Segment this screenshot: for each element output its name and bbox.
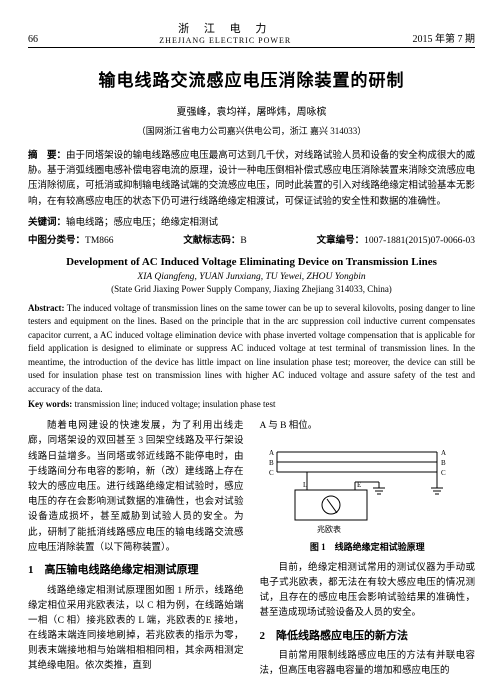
doc-code-label: 文献标志码： [183, 236, 240, 246]
doc-code-block: 文献标志码：B [183, 232, 246, 246]
authors-cn: 夏强峰，袁均祥，屠晔炜，周咏槟 [28, 103, 475, 118]
abstract-en-label: Abstract: [28, 303, 65, 313]
article-title-en: Development of AC Induced Voltage Elimin… [28, 256, 475, 268]
svg-text:兆欧表: 兆欧表 [317, 524, 341, 534]
left-column: 随着电网建设的快速发展，为了利用出线走廊，同塔架设的双回甚至 3 回架空线路及平… [28, 419, 244, 681]
continuation-line: A 与 B 相位。 [260, 419, 476, 434]
abstract-cn: 摘 要：由于同塔架设的输电线路感应电压最高可达到几千伏，对线路试验人员和设备的安… [28, 149, 475, 210]
abstract-en-text: The induced voltage of transmission line… [28, 303, 475, 394]
affiliation-en: (State Grid Jiaxing Power Supply Company… [28, 284, 475, 294]
page-number: 66 [28, 34, 38, 45]
keywords-cn: 关键词：输电线路；感应电压；绝缘定相测试 [28, 214, 475, 228]
section-2-paragraph: 目前常用限制线路感应电压的方法有并联电容法，但高压电容器电容量的增加和感应电压的 [260, 649, 476, 679]
clc-value: TM866 [85, 236, 114, 246]
affiliation-cn: （国网浙江省电力公司嘉兴供电公司，浙江 嘉兴 314033） [28, 124, 475, 137]
svg-text:L: L [303, 481, 307, 489]
keywords-en: Key words: transmission line; induced vo… [28, 399, 475, 409]
svg-text:C: C [269, 469, 274, 477]
clc-block: 中图分类号：TM866 [28, 232, 114, 246]
figure-1: A B C A B C L E 兆欧表 图 1 线路绝缘定相试验原理 [260, 440, 476, 554]
doc-code-value: B [240, 236, 246, 246]
article-title-cn: 输电线路交流感应电压消除装置的研制 [28, 66, 475, 91]
svg-text:A: A [269, 449, 274, 457]
svg-text:C: C [441, 469, 446, 477]
journal-en: ZHEJIANG ELECTRIC POWER [38, 36, 413, 45]
journal-cn: 浙 江 电 力 [38, 20, 413, 36]
section-1-paragraph: 线路绝缘定相测试原理图如图 1 所示，线路绝缘定相位采用兆欧表法，以 C 相为例… [28, 584, 244, 675]
body-columns: 随着电网建设的快速发展，为了利用出线走廊，同塔架设的双回甚至 3 回架空线路及平… [28, 419, 475, 681]
page-header: 66 浙 江 电 力 ZHEJIANG ELECTRIC POWER 2015 … [28, 20, 475, 48]
section-1-heading: 1 高压输电线路绝缘定相测试原理 [28, 562, 244, 580]
svg-text:B: B [441, 459, 446, 467]
keywords-en-label: Key words: [28, 399, 72, 409]
abstract-en: Abstract: The induced voltage of transmi… [28, 302, 475, 397]
clc-label: 中图分类号： [28, 236, 85, 246]
intro-paragraph: 随着电网建设的快速发展，为了利用出线走廊，同塔架设的双回甚至 3 回架空线路及平… [28, 419, 244, 556]
circuit-diagram-icon: A B C A B C L E 兆欧表 [267, 440, 467, 536]
figure-1-caption: 图 1 线路绝缘定相试验原理 [260, 540, 476, 554]
svg-text:E: E [357, 481, 361, 489]
journal-title-block: 浙 江 电 力 ZHEJIANG ELECTRIC POWER [38, 20, 413, 45]
article-id-label: 文章编号： [317, 236, 365, 246]
keywords-cn-text: 输电线路；感应电压；绝缘定相测试 [66, 218, 218, 228]
figure-1-paragraph: 目前，绝缘定相测试常用的测试仪器为手动或电子式兆欧表，都无法在有较大感应电压的情… [260, 561, 476, 622]
section-2-heading: 2 降低线路感应电压的新方法 [260, 628, 476, 646]
article-id-block: 文章编号：1007-1881(2015)07-0066-03 [317, 232, 475, 246]
keywords-cn-label: 关键词： [28, 218, 66, 228]
authors-en: XIA Qiangfeng, YUAN Junxiang, TU Yewei, … [28, 272, 475, 282]
svg-text:A: A [441, 449, 446, 457]
keywords-en-text: transmission line; induced voltage; insu… [72, 399, 275, 409]
issue-label: 2015 年第 7 期 [413, 30, 476, 45]
abstract-cn-text: 由于同塔架设的输电线路感应电压最高可达到几千伏，对线路试验人员和设备的安全构成很… [28, 151, 475, 207]
right-column: A 与 B 相位。 [260, 419, 476, 681]
abstract-cn-label: 摘 要： [28, 151, 66, 161]
svg-text:B: B [269, 459, 274, 467]
classification-line: 中图分类号：TM866 文献标志码：B 文章编号：1007-1881(2015)… [28, 232, 475, 246]
article-id-value: 1007-1881(2015)07-0066-03 [364, 236, 475, 246]
